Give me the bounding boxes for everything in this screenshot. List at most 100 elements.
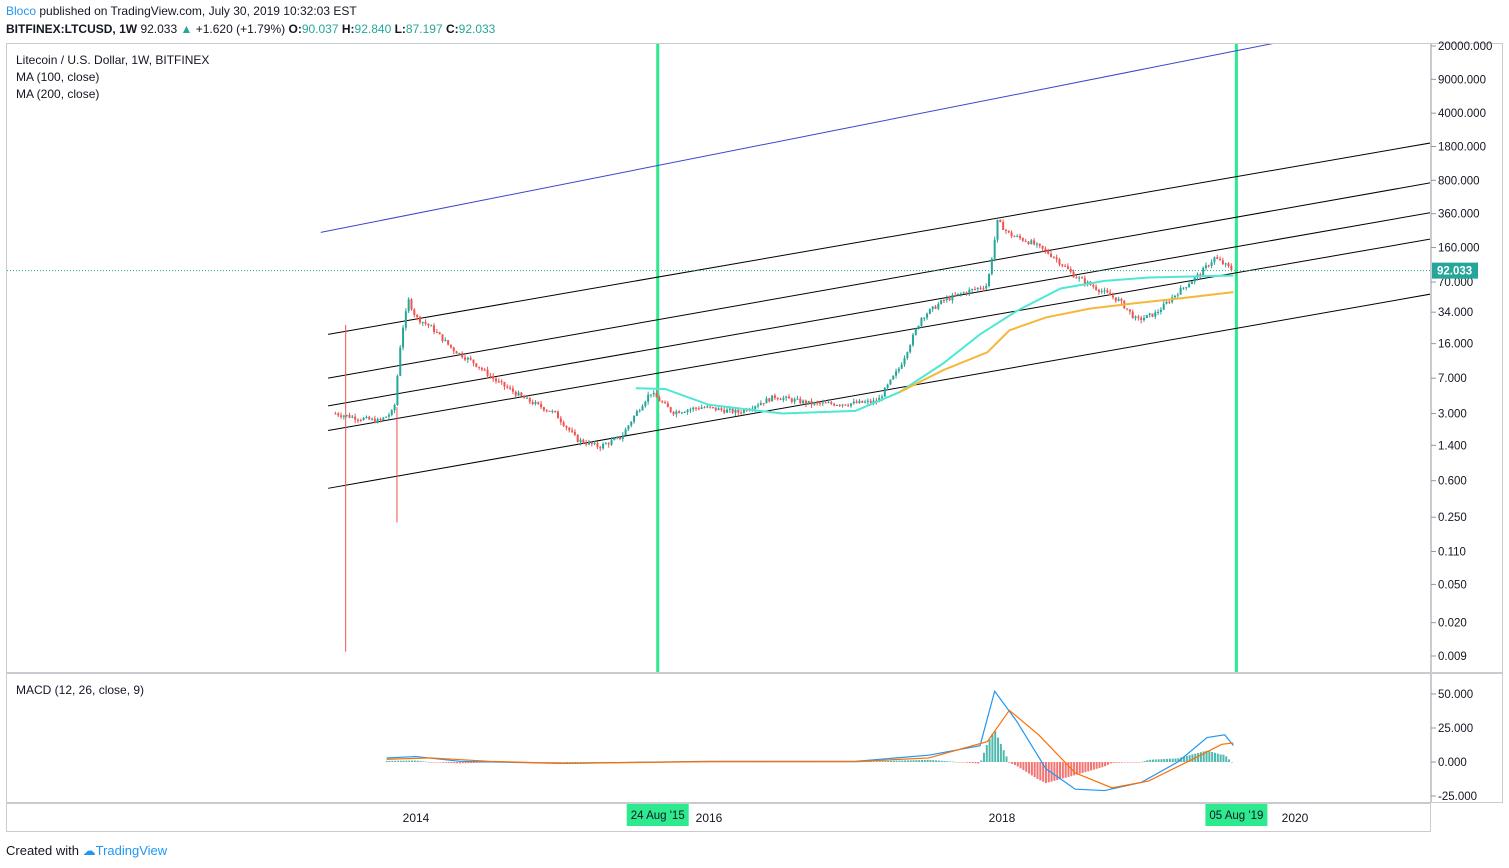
price-candle-body xyxy=(393,404,396,411)
price-candle-body xyxy=(396,375,399,405)
price-candle-body xyxy=(362,417,365,421)
price-candle-body xyxy=(804,400,807,404)
legend-title[interactable]: Litecoin / U.S. Dollar, 1W, BITFINEX xyxy=(16,53,210,67)
tradingview-logo-icon[interactable]: ☁ xyxy=(82,843,96,858)
price-candle-body xyxy=(433,325,436,332)
price-candle-body xyxy=(528,397,531,402)
macd-histogram-bar xyxy=(912,760,915,762)
macd-histogram-bar xyxy=(1135,762,1138,763)
price-candle-body xyxy=(514,391,517,396)
price-pane[interactable] xyxy=(6,43,1431,673)
macd-histogram-bar xyxy=(391,760,394,762)
price-candle-body xyxy=(387,414,390,417)
price-candle-body xyxy=(556,411,559,419)
last-price: 92.033 xyxy=(140,22,178,36)
price-candle-body xyxy=(844,404,847,406)
macd-histogram-bar xyxy=(1098,762,1101,769)
price-candle-body xyxy=(723,409,726,413)
price-candle-body xyxy=(1162,303,1165,310)
price-candle-body xyxy=(466,357,469,360)
price-candle-body xyxy=(472,359,475,364)
price-candle-body xyxy=(810,400,813,405)
macd-histogram-bar xyxy=(430,762,433,763)
price-candle-body xyxy=(582,439,585,443)
price-candle-body xyxy=(1126,308,1129,310)
macd-pane[interactable] xyxy=(6,673,1431,803)
price-candle-body xyxy=(540,403,543,408)
macd-histogram-bar xyxy=(1216,753,1219,762)
macd-histogram-bar xyxy=(568,761,571,763)
price-candle-body xyxy=(864,401,867,403)
price-candle-body xyxy=(979,287,982,289)
macd-histogram-bar xyxy=(1104,762,1107,767)
price-candle-body xyxy=(1204,265,1207,268)
macd-histogram-bar xyxy=(453,762,456,764)
macd-histogram-bar xyxy=(901,760,904,762)
time-axis[interactable] xyxy=(6,803,1431,832)
macd-histogram-bar xyxy=(1197,752,1200,762)
ma100-line xyxy=(635,274,1234,415)
price-candle-body xyxy=(669,407,672,412)
price-candle-body xyxy=(664,402,667,404)
macd-histogram-bar xyxy=(954,761,957,763)
price-candle-body xyxy=(914,328,917,335)
price-axis[interactable] xyxy=(1431,43,1503,673)
price-candle-body xyxy=(576,434,579,443)
macd-histogram-bar xyxy=(1118,762,1121,763)
macd-histogram-bar xyxy=(470,762,473,764)
price-candle-body xyxy=(1010,232,1013,237)
price-candle-body xyxy=(647,394,650,402)
close-label: C: xyxy=(445,22,459,36)
legend-ma200[interactable]: MA (200, close) xyxy=(16,87,100,101)
price-candle-body xyxy=(1061,264,1064,266)
macd-line xyxy=(386,689,1234,792)
price-candle-body xyxy=(641,406,644,411)
macd-histogram-bar xyxy=(1047,762,1050,783)
price-candle-body xyxy=(652,392,655,395)
price-candle-body xyxy=(610,440,613,445)
price-candle-body xyxy=(1075,277,1078,279)
price-candle-body xyxy=(520,392,523,396)
price-candle-body xyxy=(976,287,979,290)
price-candle-body xyxy=(604,443,607,445)
macd-histogram-bar xyxy=(991,734,994,762)
publisher-name[interactable]: Bloco xyxy=(6,4,37,18)
price-candle-body xyxy=(410,299,413,310)
price-candle-body xyxy=(464,357,467,360)
macd-histogram-bar xyxy=(563,761,566,763)
price-candle-body xyxy=(954,294,957,296)
price-candle-body xyxy=(714,407,717,411)
close-value: 92.033 xyxy=(458,22,496,36)
macd-histogram-bar xyxy=(861,761,864,763)
price-candle-body xyxy=(742,409,745,413)
price-candle-body xyxy=(990,258,993,275)
macd-histogram-bar xyxy=(892,760,895,762)
price-candle-body xyxy=(334,413,337,415)
macd-histogram-bar xyxy=(878,761,881,762)
tradingview-brand[interactable]: TradingView xyxy=(95,843,168,858)
price-candle-body xyxy=(1058,259,1061,265)
macd-histogram-bar xyxy=(1008,762,1011,763)
price-candle-body xyxy=(511,388,514,392)
price-candle-body xyxy=(1044,248,1047,251)
vertical-marker-label-bg xyxy=(626,804,689,826)
macd-histogram-bar xyxy=(943,760,946,762)
price-candle-body xyxy=(1213,257,1216,263)
last-price-label-bg xyxy=(1432,262,1478,279)
macd-histogram-bar xyxy=(1225,756,1228,762)
price-candle-body xyxy=(416,314,419,317)
price-candle-body xyxy=(1047,250,1050,254)
price-candle-body xyxy=(534,402,537,405)
price-candle-body xyxy=(1134,316,1137,319)
macd-histogram-bar xyxy=(906,760,909,762)
macd-histogram-bar xyxy=(396,760,399,762)
macd-histogram-bar xyxy=(574,761,577,763)
price-candle-body xyxy=(869,400,872,403)
macd-histogram-bar xyxy=(870,761,873,762)
macd-histogram-bar xyxy=(974,762,977,764)
price-candle-body xyxy=(382,417,385,420)
last-price-label: 92.033 xyxy=(1437,266,1472,278)
legend-macd[interactable]: MACD (12, 26, close, 9) xyxy=(16,683,145,697)
macd-axis[interactable] xyxy=(1431,673,1503,803)
legend-ma100[interactable]: MA (100, close) xyxy=(16,70,100,84)
